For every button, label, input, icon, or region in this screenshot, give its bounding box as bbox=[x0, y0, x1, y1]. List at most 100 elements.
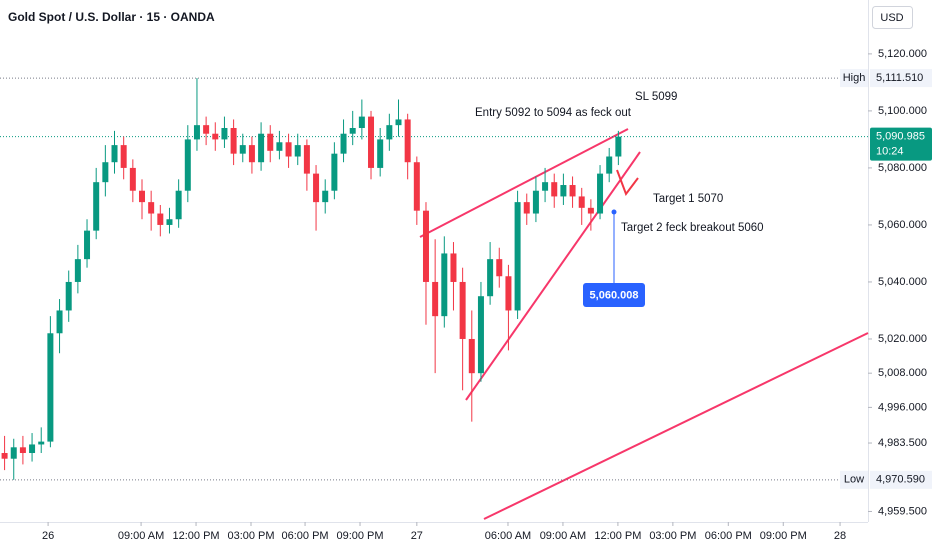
last-price-tag bbox=[870, 127, 932, 161]
candle-body bbox=[459, 281, 466, 339]
candle-body bbox=[1, 453, 8, 459]
candle-body bbox=[468, 338, 475, 374]
candle-body bbox=[560, 185, 567, 197]
value-label: 4,970.590 bbox=[876, 474, 925, 486]
candle-body bbox=[395, 119, 402, 126]
candle-body bbox=[148, 202, 155, 214]
arrow bbox=[616, 169, 639, 197]
candle-body bbox=[432, 281, 439, 317]
candle-body bbox=[340, 133, 347, 154]
currency[interactable]: USD bbox=[880, 12, 903, 24]
candle-body bbox=[74, 259, 81, 282]
currency-box[interactable] bbox=[872, 6, 913, 29]
y-tick-label: 5,120.000 bbox=[878, 48, 927, 60]
candle-body bbox=[450, 253, 457, 282]
candle-body bbox=[203, 125, 210, 134]
candle-body bbox=[285, 142, 292, 157]
x-tick-label: 26 bbox=[42, 530, 54, 542]
candle-body bbox=[129, 167, 136, 191]
candle-body bbox=[322, 190, 329, 203]
x-tick-label: 09:00 AM bbox=[540, 530, 586, 542]
x-tick-label: 06:00 PM bbox=[705, 530, 752, 542]
candle-body bbox=[193, 125, 200, 140]
candle-body bbox=[111, 145, 118, 163]
y-tick-label: 5,060.000 bbox=[878, 219, 927, 231]
y-tick-label: 5,008.000 bbox=[878, 367, 927, 379]
annotation: Target 2 feck breakout 5060 bbox=[621, 222, 764, 234]
candle-body bbox=[487, 259, 494, 297]
y-tick-label: 5,020.000 bbox=[878, 333, 927, 345]
candle-body bbox=[514, 202, 521, 311]
price-tag-box bbox=[583, 283, 645, 307]
trend-line bbox=[419, 128, 629, 238]
candle-body bbox=[358, 116, 365, 129]
candle-body bbox=[496, 259, 503, 277]
chart-title: Gold Spot / U.S. Dollar · 15 · OANDA bbox=[8, 10, 215, 24]
candle-body bbox=[47, 333, 54, 442]
last-price-label: 5,090.985 bbox=[876, 131, 925, 143]
x-tick-label: 09:00 PM bbox=[760, 530, 807, 542]
candle-body bbox=[276, 142, 283, 151]
candle-body bbox=[239, 145, 246, 154]
annotation: Target 1 5070 bbox=[653, 193, 723, 205]
candle-body bbox=[230, 128, 237, 154]
candle-body bbox=[84, 230, 91, 260]
candle-body bbox=[267, 133, 274, 151]
candle-body bbox=[523, 202, 530, 214]
candle-body bbox=[248, 145, 255, 163]
candle-body bbox=[166, 219, 173, 225]
x-tick-label: 12:00 PM bbox=[594, 530, 641, 542]
candle-body bbox=[615, 136, 622, 157]
candle-body bbox=[56, 310, 63, 334]
candle-body bbox=[349, 128, 356, 134]
value-label-bg bbox=[870, 470, 932, 489]
candle-body bbox=[313, 173, 320, 203]
annotation: SL 5099 bbox=[635, 91, 677, 103]
candle-body bbox=[413, 162, 420, 211]
y-tick-label: 4,959.500 bbox=[878, 505, 927, 517]
candle-body bbox=[569, 185, 576, 197]
x-tick-label: 28 bbox=[834, 530, 846, 542]
price-axis-bg bbox=[868, 0, 932, 550]
candle-body bbox=[606, 156, 613, 174]
candle-body bbox=[175, 190, 182, 220]
candle-body bbox=[587, 207, 594, 214]
candle-body bbox=[551, 182, 558, 197]
candle-body bbox=[29, 444, 36, 454]
candle-body bbox=[532, 190, 539, 214]
candle-body bbox=[93, 182, 100, 231]
tag-dot bbox=[611, 209, 617, 215]
candle-body bbox=[597, 173, 604, 214]
candle-body bbox=[377, 139, 384, 168]
name-label: Low bbox=[844, 474, 864, 486]
name-label: High bbox=[843, 72, 866, 84]
x-tick-label: 27 bbox=[411, 530, 423, 542]
candle-body bbox=[120, 145, 127, 168]
candle-body bbox=[303, 145, 310, 174]
x-tick-label: 09:00 PM bbox=[336, 530, 383, 542]
candle-body bbox=[65, 281, 72, 311]
candle-body bbox=[221, 128, 228, 140]
value-label: 5,111.510 bbox=[876, 72, 923, 84]
candle-body bbox=[368, 116, 375, 168]
candle-body bbox=[258, 133, 265, 163]
candle-body bbox=[422, 210, 429, 282]
candle-body bbox=[138, 190, 145, 203]
candle-body bbox=[441, 253, 448, 317]
candle-body bbox=[212, 133, 219, 140]
candle-body bbox=[578, 196, 585, 208]
candle-body bbox=[331, 153, 338, 191]
x-tick-label: 06:00 AM bbox=[485, 530, 531, 542]
candle-body bbox=[10, 447, 17, 459]
name-label-bg bbox=[840, 69, 868, 88]
trend-line bbox=[465, 151, 641, 401]
y-tick-label: 4,996.000 bbox=[878, 401, 927, 413]
x-tick-label: 09:00 AM bbox=[118, 530, 164, 542]
candle-body bbox=[184, 139, 191, 191]
candle-body bbox=[38, 441, 45, 445]
y-tick-label: 5,040.000 bbox=[878, 276, 927, 288]
drawings bbox=[0, 77, 869, 520]
y-tick-label: 5,100.000 bbox=[878, 105, 927, 117]
x-tick-label: 03:00 PM bbox=[649, 530, 696, 542]
candle-body bbox=[542, 182, 549, 191]
